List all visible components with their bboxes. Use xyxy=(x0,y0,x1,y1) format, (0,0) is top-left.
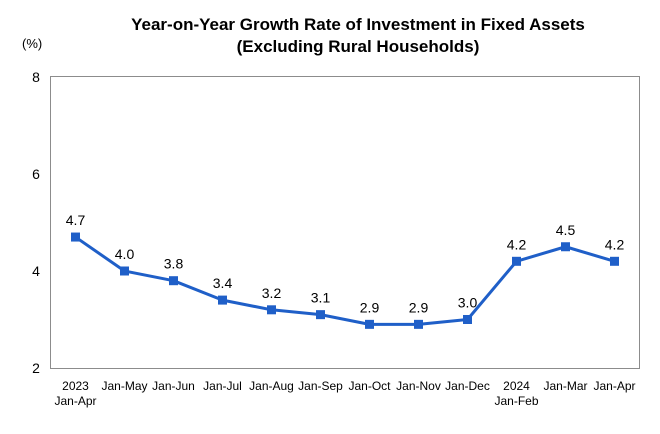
y-axis-unit: (%) xyxy=(22,36,42,51)
series-layer: 4.7 4.0 3.8 3.4 3.2 3.1 2.9 2.9 3.0 4.2 4.5 4.2 xyxy=(66,212,625,329)
data-label: 3.8 xyxy=(164,256,184,272)
data-point-marker xyxy=(120,266,129,276)
x-tick-label: 2023 xyxy=(62,379,89,393)
x-tick-label: Jan-Jun xyxy=(152,379,195,393)
chart-title-line-2: (Excluding Rural Households) xyxy=(237,37,480,56)
data-label: 3.1 xyxy=(311,290,331,306)
x-tick-label: Jan-Dec xyxy=(445,379,490,393)
x-tick-label: Jan-Nov xyxy=(396,379,441,393)
data-point-marker xyxy=(71,232,80,242)
data-point-marker xyxy=(561,242,570,252)
x-tick-label: Jan-Oct xyxy=(348,379,391,393)
x-tick-label: 2024 xyxy=(503,379,530,393)
data-label: 2.9 xyxy=(409,299,429,315)
data-point-marker xyxy=(316,310,325,320)
data-point-marker xyxy=(365,319,374,329)
y-axis: 2 4 6 8 xyxy=(32,69,40,376)
x-tick-label: Jan-Mar xyxy=(543,379,587,393)
data-label: 4.7 xyxy=(66,212,86,228)
x-tick-label: Jan-Apr xyxy=(593,379,635,393)
data-label: 4.0 xyxy=(115,246,135,262)
x-tick-label: Jan-Apr xyxy=(54,394,96,408)
data-label: 4.5 xyxy=(556,222,576,238)
x-tick-label: Jan-Jul xyxy=(203,379,242,393)
x-tick-label: Jan-Feb xyxy=(494,394,538,408)
data-point-marker xyxy=(169,276,178,286)
data-point-marker xyxy=(218,295,227,305)
data-point-marker xyxy=(610,256,619,266)
x-tick-label: Jan-Sep xyxy=(298,379,343,393)
x-tick-label: Jan-Aug xyxy=(249,379,294,393)
y-tick-label: 4 xyxy=(32,263,40,279)
x-tick-label: Jan-May xyxy=(101,379,147,393)
y-tick-label: 6 xyxy=(32,166,40,182)
data-point-marker xyxy=(414,319,423,329)
data-point-marker xyxy=(512,256,521,266)
chart-title-line-1: Year-on-Year Growth Rate of Investment i… xyxy=(131,15,585,34)
data-point-marker xyxy=(267,305,276,315)
data-point-marker xyxy=(463,315,472,324)
plot-area-border xyxy=(50,76,640,369)
data-label: 4.2 xyxy=(605,236,625,252)
data-label: 4.2 xyxy=(507,236,527,252)
data-label: 3.2 xyxy=(262,285,282,301)
y-tick-label: 8 xyxy=(32,69,40,85)
data-label: 2.9 xyxy=(360,299,380,315)
data-label: 3.4 xyxy=(213,275,233,291)
series-line xyxy=(74,235,615,326)
data-label: 3.0 xyxy=(458,295,478,311)
y-tick-label: 2 xyxy=(32,360,40,376)
